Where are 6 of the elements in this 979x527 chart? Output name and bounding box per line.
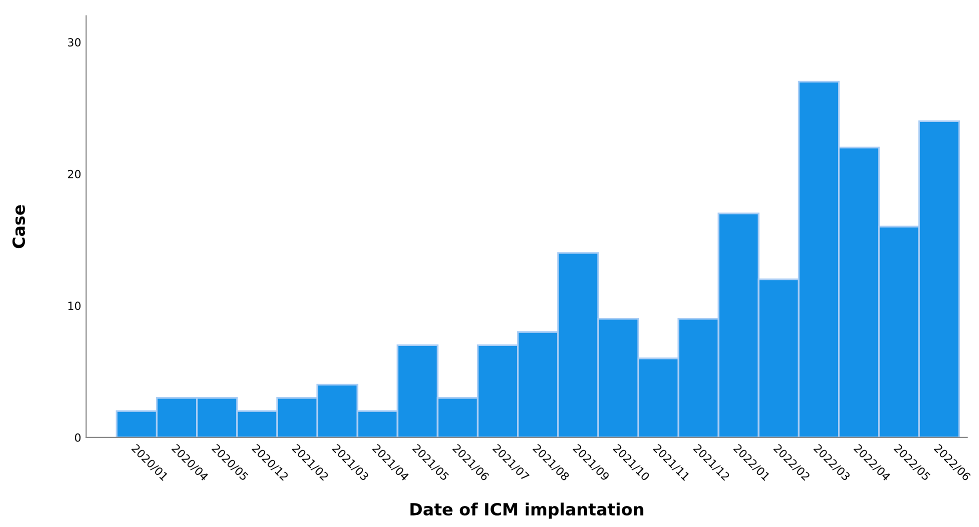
x-axis-title: Date of ICM implantation [410, 502, 644, 519]
y-tick-label: 10 [68, 302, 81, 310]
y-tick-label: 20 [68, 170, 81, 178]
y-tick-label: 0 [74, 433, 81, 442]
y-axis-title: Case [12, 205, 26, 248]
y-tick-label: 30 [68, 38, 81, 47]
